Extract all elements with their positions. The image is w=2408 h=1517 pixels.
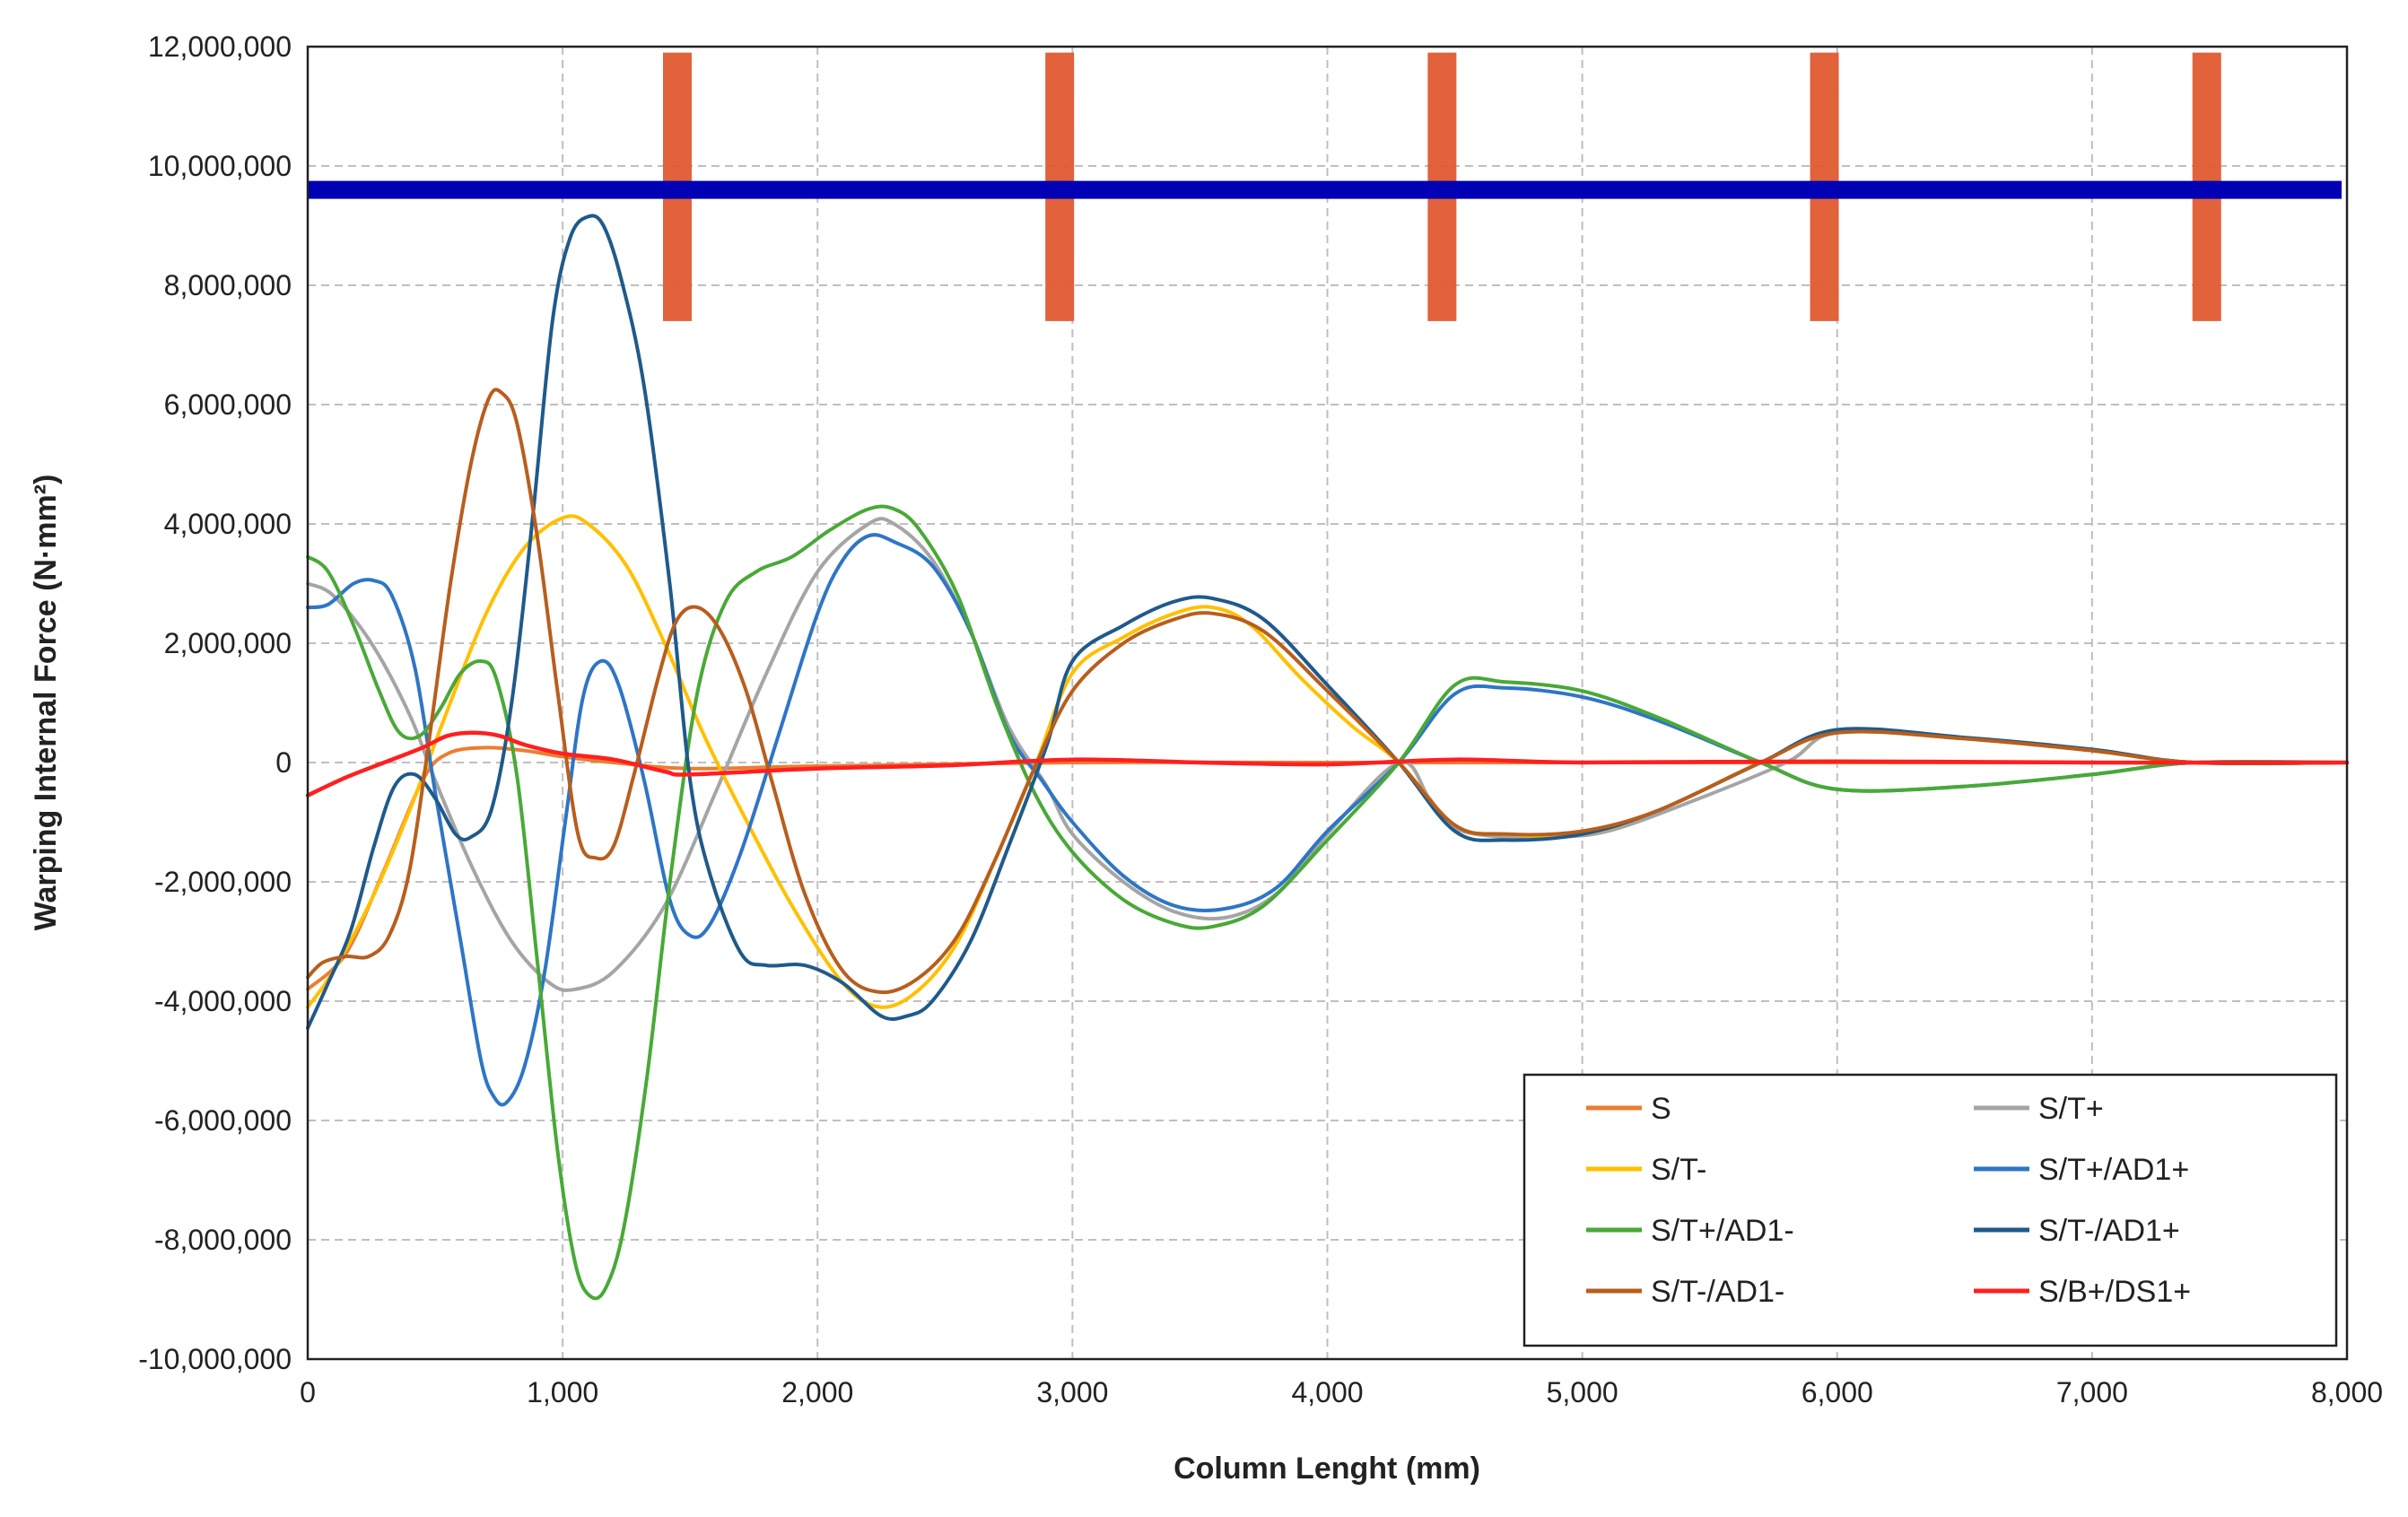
y-tick-label: 2,000,000 bbox=[164, 627, 292, 659]
series-line-s-t-ad1 bbox=[306, 533, 2349, 1107]
legend: S S/T+ S/T- S/T+/AD1+ S/T+/AD1- S/T-/AD1+ S/T-… bbox=[1522, 1073, 2338, 1347]
y-tick-label: -6,000,000 bbox=[154, 1104, 292, 1137]
x-tick-labels: 0 1,000 2,000 3,000 4,000 5,000 6,000 7,000 8,00… bbox=[300, 1376, 2383, 1408]
x-tick-label: 1,000 bbox=[527, 1376, 598, 1408]
series-line-s-b-ds1 bbox=[305, 730, 2350, 798]
y-tick-label: -8,000,000 bbox=[154, 1224, 292, 1256]
y-tick-label: 0 bbox=[275, 746, 292, 779]
y-tick-label: 8,000,000 bbox=[164, 269, 292, 301]
series-line-s-t-ad1 bbox=[306, 214, 2349, 1030]
series-line-s-t-ad1 bbox=[306, 504, 2349, 1301]
x-tick-label: 4,000 bbox=[1291, 1376, 1363, 1408]
x-tick-label: 5,000 bbox=[1547, 1376, 1618, 1408]
y-tick-label: 10,000,000 bbox=[148, 150, 292, 182]
y-tick-label: -4,000,000 bbox=[154, 985, 292, 1017]
x-tick-label: 6,000 bbox=[1802, 1376, 1873, 1408]
y-tick-labels: -10,000,000 -8,000,000 -6,000,000 -4,000,00… bbox=[138, 31, 292, 1375]
legend-label-s-t-ad1: S/T+/AD1+ bbox=[2038, 1153, 2189, 1187]
y-tick-label: 6,000,000 bbox=[164, 388, 292, 421]
x-tick-label: 2,000 bbox=[781, 1376, 853, 1408]
y-tick-label: -2,000,000 bbox=[154, 866, 292, 898]
x-axis-title: Column Lenght (mm) bbox=[1173, 1452, 1480, 1486]
x-tick-label: 8,000 bbox=[2311, 1376, 2383, 1408]
x-tick-label: 0 bbox=[300, 1376, 316, 1408]
legend-label-s-t: S/T- bbox=[1651, 1153, 1706, 1187]
y-tick-label: 12,000,000 bbox=[148, 31, 292, 63]
legend-label-s-t-ad1: S/T-/AD1+ bbox=[2038, 1214, 2180, 1248]
y-axis-title: Warping Internal Force (N·mm²) bbox=[29, 475, 63, 931]
y-tick-label: 4,000,000 bbox=[164, 508, 292, 540]
legend-items: S S/T+ S/T- S/T+/AD1+ S/T+/AD1- S/T-/AD1+ S/T-… bbox=[1586, 1092, 2191, 1309]
series-line-s-t-ad1 bbox=[306, 388, 2349, 995]
legend-box bbox=[1522, 1073, 2338, 1347]
legend-label-s-t: S/T+ bbox=[2038, 1092, 2104, 1126]
plot-area-frame bbox=[306, 45, 2349, 1361]
legend-label-s-b-ds1: S/B+/DS1+ bbox=[2038, 1275, 2191, 1309]
legend-label-s-t-ad1: S/T-/AD1- bbox=[1651, 1275, 1784, 1309]
x-tick-label: 3,000 bbox=[1036, 1376, 1108, 1408]
x-tick-label: 7,000 bbox=[2056, 1376, 2128, 1408]
legend-label-s-t-ad1: S/T+/AD1- bbox=[1651, 1214, 1794, 1248]
legend-label-s: S bbox=[1651, 1092, 1671, 1126]
y-tick-label: -10,000,000 bbox=[138, 1343, 292, 1375]
series-layer bbox=[305, 214, 2350, 1301]
